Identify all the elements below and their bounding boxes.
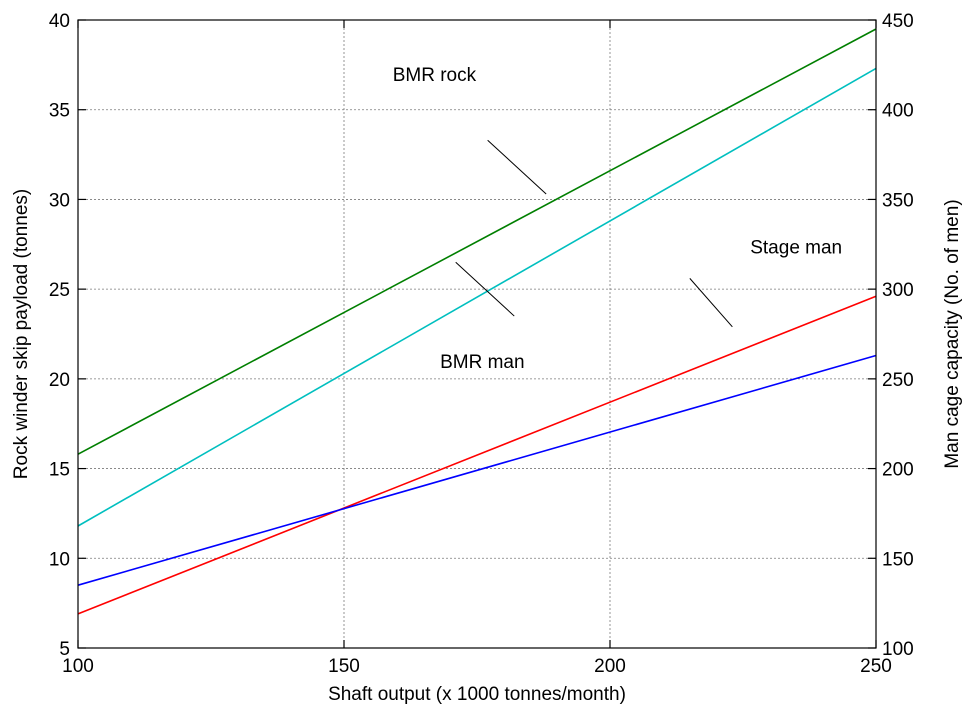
series-line-stage-man [77,295,877,615]
y2-tick-label: 150 [882,549,914,570]
y2-axis-ticks: 100 150 200 250 300 350 400 450 [868,11,914,660]
x-tick-label: 250 [860,656,892,677]
y2-tick-label: 200 [882,460,914,481]
y-tick-label: 25 [49,280,70,301]
x-tick-label: 200 [594,656,626,677]
series-line-stage-rock [77,354,877,586]
annotation-leader-stage-man [689,278,733,328]
annotation-bmr-man: BMR man [440,352,524,373]
y-tick-label: 35 [49,101,70,122]
annotation-backdrop-bmr-man [440,350,525,375]
y2-tick-label: 400 [882,101,914,122]
annotation-backdrop-stage-man [743,235,849,260]
y2-tick-label: 350 [882,190,914,211]
y2-tick-label: 100 [882,639,914,660]
y2-tick-label: 450 [882,11,914,32]
y2-tick-label: 300 [882,280,914,301]
y-tick-label: 15 [49,460,70,481]
y2-tick-label: 250 [882,370,914,391]
x-axis-ticks: 100 150 200 250 [62,20,892,677]
series-line-bmr-rock [77,28,877,455]
x-axis-title: Shaft output (x 1000 tonnes/month) [328,684,626,705]
series-lines [77,28,877,615]
y-axis-title: Rock winder skip payload (tonnes) [11,189,32,479]
y-axis-ticks: 5 10 15 20 25 30 35 40 [49,11,86,660]
y-tick-label: 10 [49,549,70,570]
annotation-backdrop-bmr-rock [387,63,482,88]
y-tick-label: 40 [49,11,70,32]
y2-axis-title: Man cage capacity (No. of men) [942,199,963,468]
x-tick-label: 100 [62,656,94,677]
annotation-leader-bmr-rock [487,139,547,195]
x-tick-label: 150 [328,656,360,677]
annotation-bmr-rock: BMR rock [393,65,477,86]
grid [78,20,876,648]
plot-frame [77,19,877,649]
y-tick-label: 30 [49,190,70,211]
annotation-leader-bmr-man [455,261,515,317]
y-tick-label: 5 [59,639,70,660]
annotation-stage-man: Stage man [750,237,842,258]
series-line-bmr-man [77,67,877,527]
y-tick-label: 20 [49,370,70,391]
